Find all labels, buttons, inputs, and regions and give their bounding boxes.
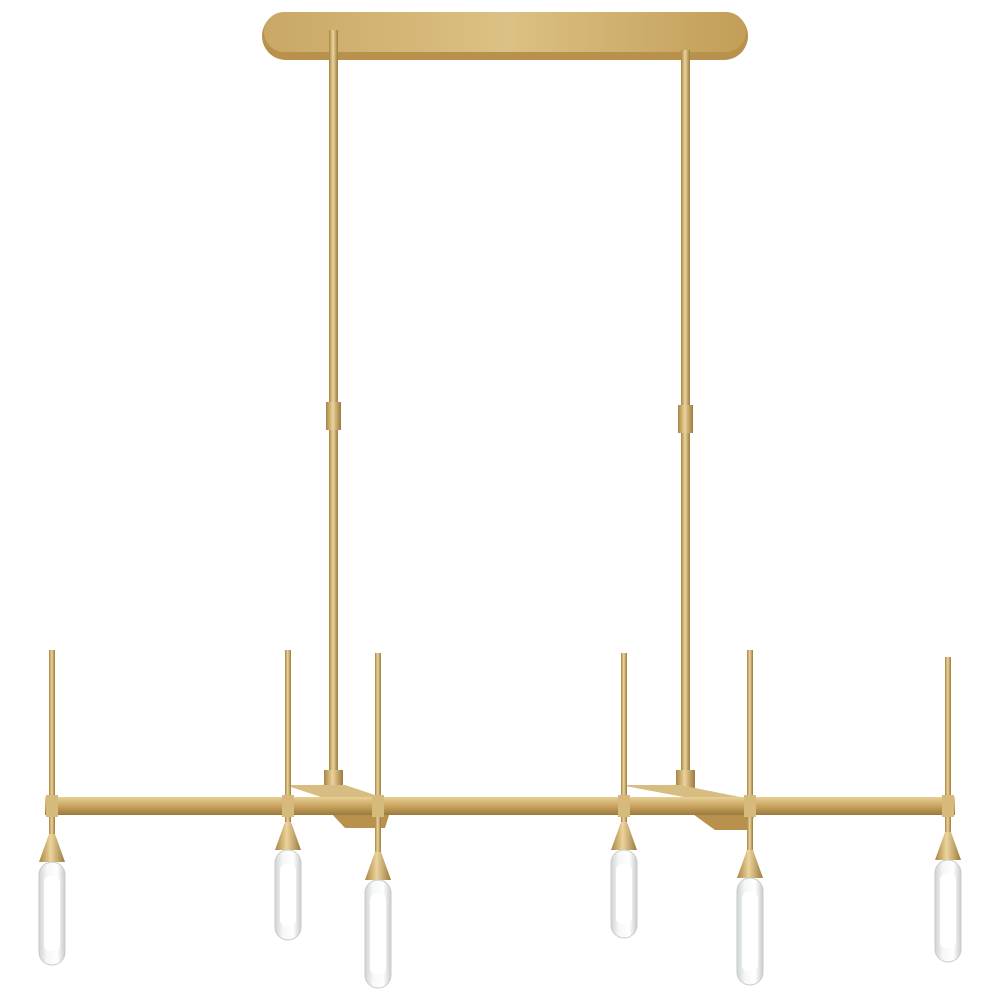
main-bar bbox=[45, 797, 955, 815]
pendant-light bbox=[736, 650, 764, 986]
brass-cone bbox=[39, 834, 65, 862]
light-stem bbox=[747, 650, 753, 850]
glass-core bbox=[940, 874, 956, 948]
glass-core bbox=[280, 864, 296, 926]
light-stem bbox=[375, 653, 381, 852]
pendant-light bbox=[364, 653, 392, 989]
brass-cone bbox=[365, 852, 391, 880]
brass-cone bbox=[737, 850, 763, 878]
stem-collar bbox=[282, 795, 294, 817]
glass-core bbox=[370, 894, 386, 974]
brass-cone bbox=[935, 832, 961, 860]
stem-collar bbox=[618, 795, 630, 817]
brass-cone bbox=[611, 822, 637, 850]
glass-core bbox=[616, 864, 632, 924]
brass-cone bbox=[275, 822, 301, 850]
pendant-light bbox=[610, 653, 638, 939]
glass-core bbox=[742, 892, 758, 971]
pendant-light bbox=[38, 650, 66, 966]
light-stem bbox=[945, 657, 951, 832]
light-stem bbox=[49, 650, 55, 834]
stem-collar bbox=[744, 795, 756, 817]
pendant-light bbox=[274, 650, 302, 941]
light-stem bbox=[285, 650, 291, 822]
light-stem bbox=[621, 653, 627, 822]
pendant-light bbox=[934, 657, 962, 963]
stem-collar bbox=[942, 795, 954, 817]
stem-collar bbox=[372, 795, 384, 817]
glass-core bbox=[44, 876, 60, 951]
canopy bbox=[262, 12, 748, 60]
stem-collar bbox=[46, 795, 58, 817]
pendant-lights bbox=[38, 650, 962, 989]
